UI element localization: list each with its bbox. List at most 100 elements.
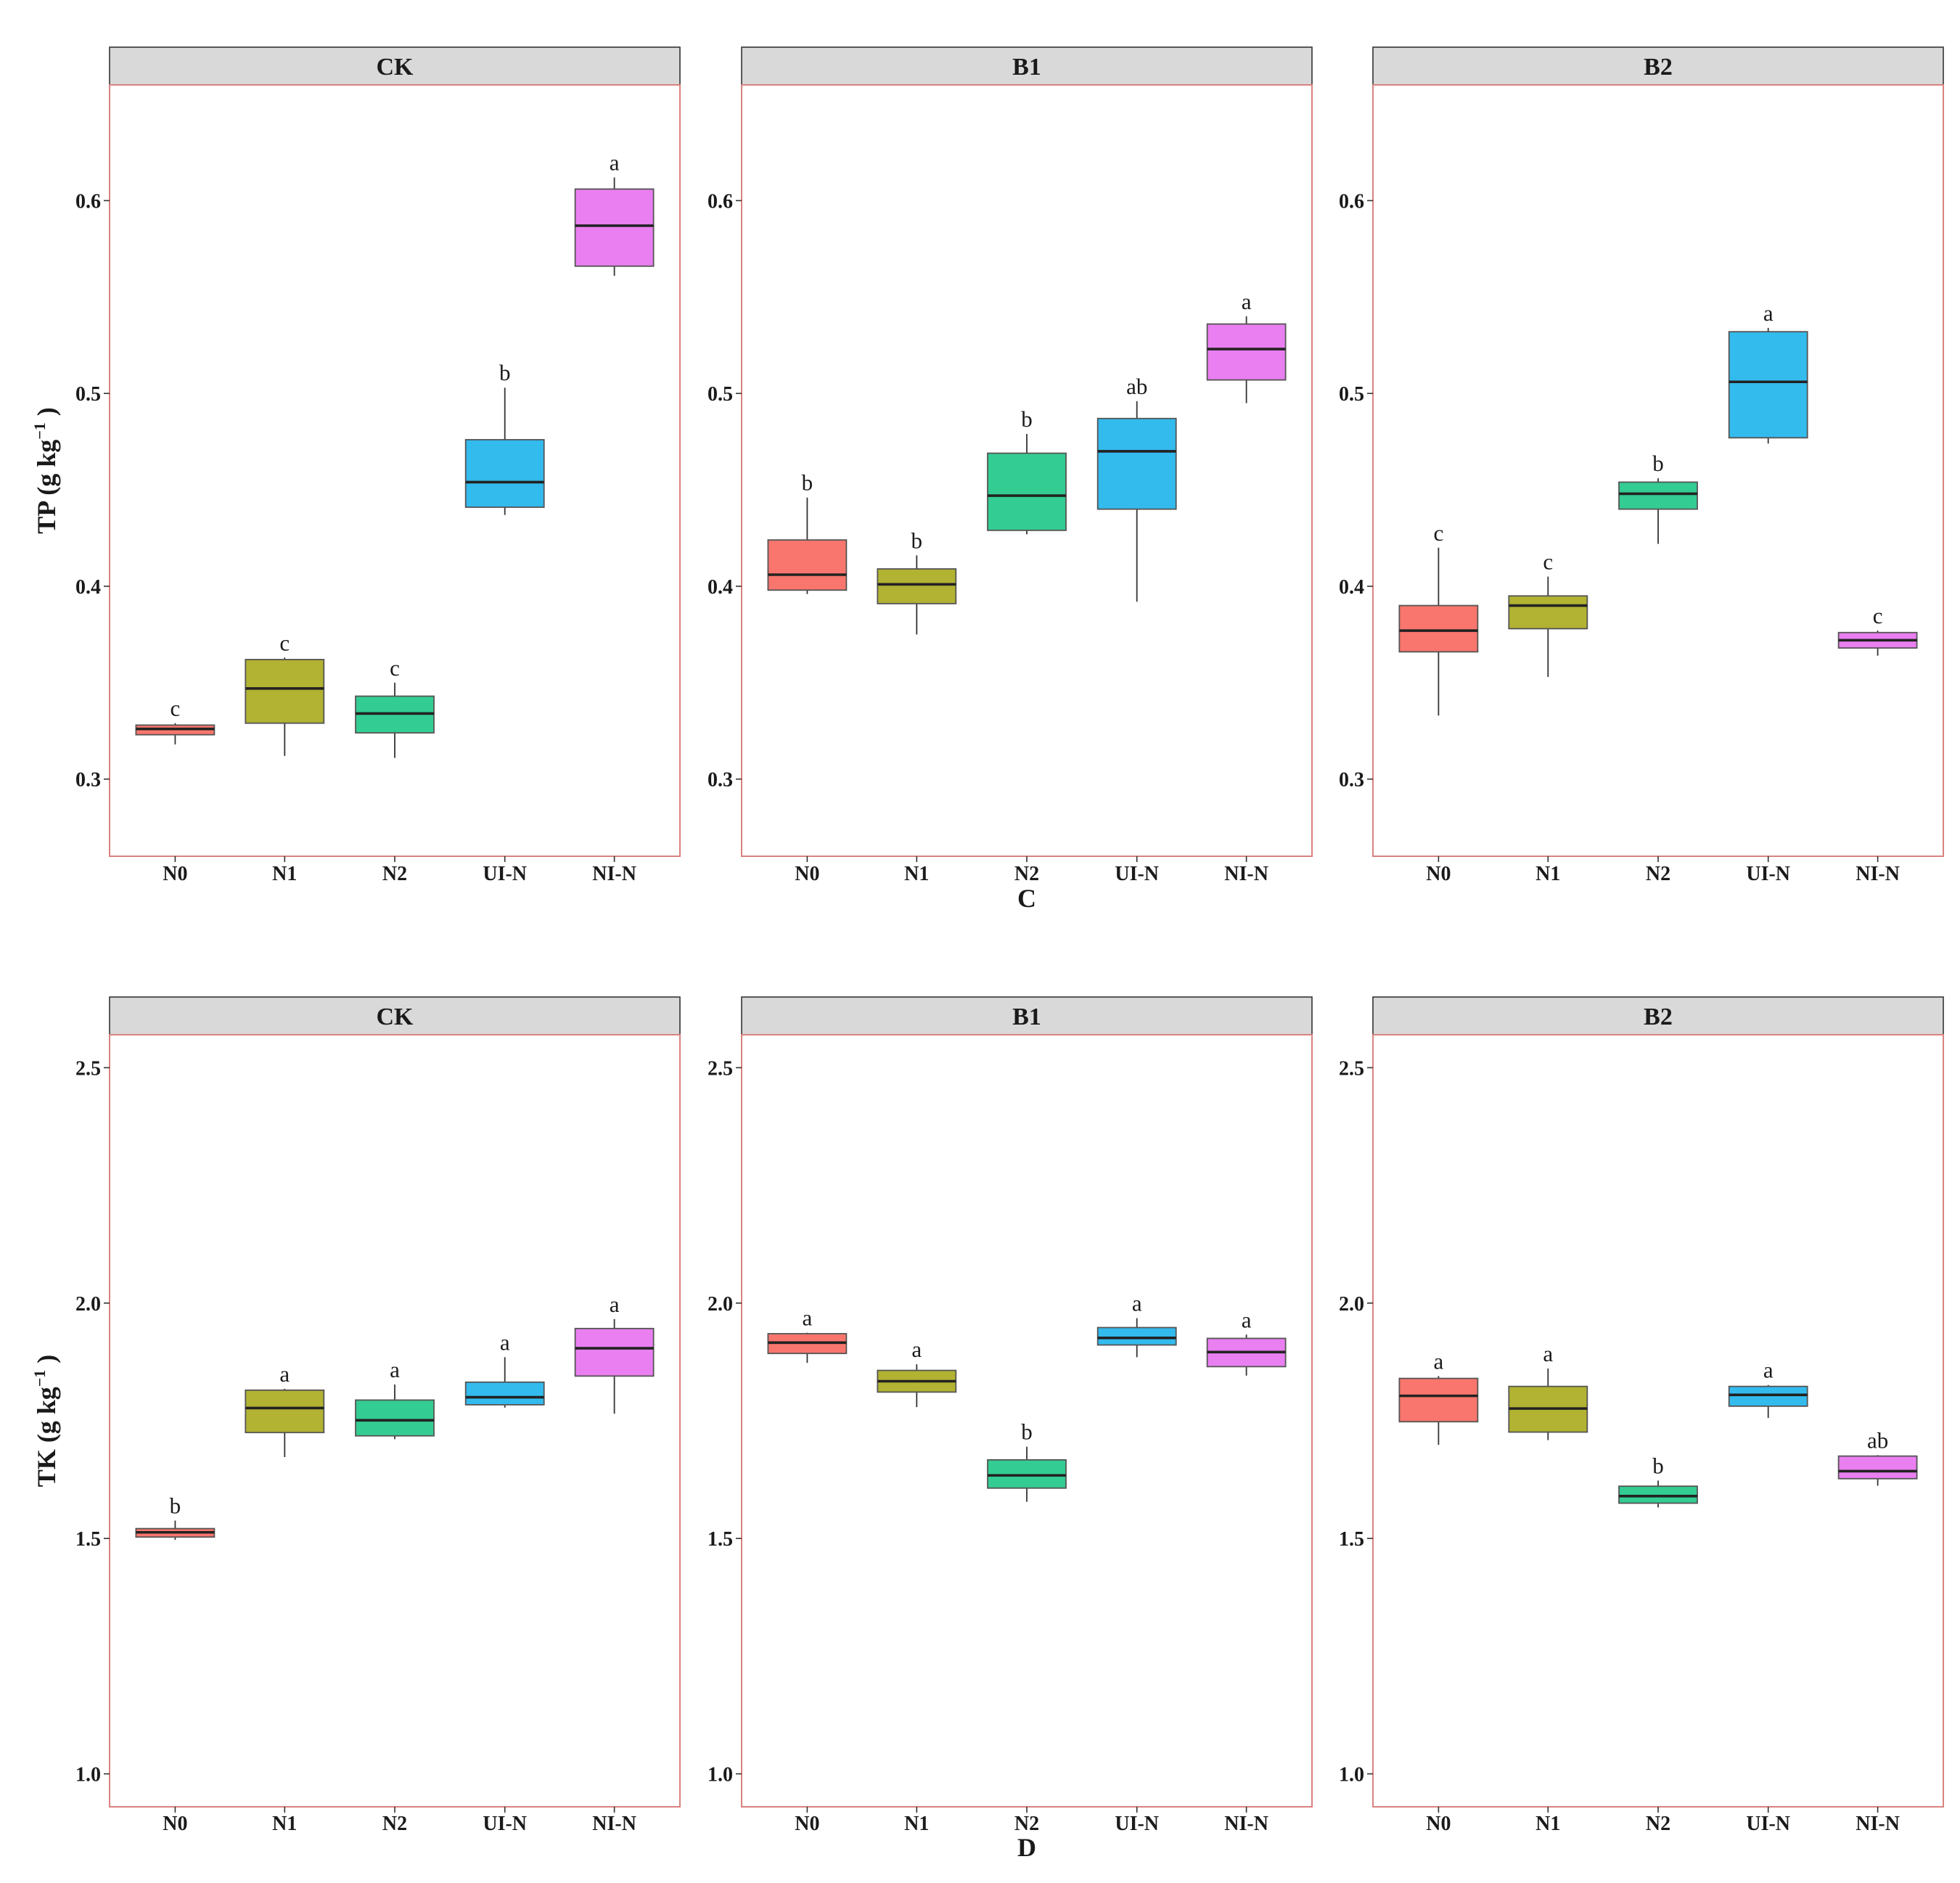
x-tick-label: N1 [1535,863,1560,885]
significance-letter: a [610,150,620,176]
y-tick-label: 0.6 [708,190,733,213]
box [464,1381,545,1406]
facet-label: CK [377,54,414,81]
y-axis-title: TK (g kg−1 ) [30,1355,61,1488]
significance-letter: a [279,1361,290,1387]
x-tick-label: N2 [1646,863,1670,885]
significance-letter: c [1543,549,1553,575]
y-tick-label: 1.5 [1339,1528,1364,1551]
significance-letter: b [1021,1419,1033,1445]
facet-label: B1 [1012,54,1041,81]
y-tick-label: 2.0 [708,1293,733,1316]
significance-letter: a [1242,289,1252,314]
y-tick-label: 0.4 [1339,576,1364,599]
y-tick-label: 1.0 [1339,1764,1364,1786]
x-tick-label: N0 [163,863,187,885]
x-tick-label: N2 [382,1813,407,1835]
x-tick-label: N2 [1014,863,1039,885]
x-tick-label: N0 [795,1813,819,1835]
significance-letter: b [802,470,813,496]
y-tick-label: 2.5 [708,1057,733,1080]
facet-strip [1372,996,1944,1035]
y-tick-label: 0.4 [708,576,733,599]
box [1398,1377,1479,1423]
y-tick-label: 0.3 [75,769,101,792]
x-tick-label: N1 [272,1813,297,1835]
y-tick-label: 0.6 [75,190,101,213]
significance-letter: ab [1126,374,1147,399]
x-tick-label: UI-N [1746,863,1790,885]
y-tick-label: 0.5 [1339,383,1364,406]
box [1096,417,1177,510]
significance-letter: a [1242,1307,1252,1332]
significance-letter: b [1652,451,1664,476]
facet-strip [1372,46,1944,86]
x-tick-label: N2 [382,863,407,885]
y-tick-label: 1.5 [708,1528,733,1551]
box [1728,331,1808,439]
facet-label: B1 [1012,1004,1041,1030]
y-tick-label: 2.0 [75,1293,101,1316]
box [464,439,545,508]
box [1398,604,1479,653]
x-tick-label: NI-N [1856,1813,1900,1835]
significance-letter: ab [1867,1427,1888,1453]
x-tick-label: NI-N [592,1813,636,1835]
facet-label: B2 [1644,1004,1673,1030]
significance-letter: a [390,1357,400,1382]
box [1618,1485,1698,1504]
significance-letter: a [1543,1341,1553,1366]
y-tick-label: 2.5 [1339,1057,1364,1080]
y-tick-label: 1.5 [75,1528,101,1551]
x-tick-label: N1 [904,1813,929,1835]
x-tick-label: UI-N [1115,1813,1159,1835]
significance-letter: b [1652,1453,1664,1478]
facet-strip [741,996,1313,1035]
x-tick-label: NI-N [1856,863,1900,885]
y-tick-label: 0.5 [708,383,733,406]
x-tick-label: UI-N [1746,1813,1790,1835]
significance-letter: a [1763,300,1774,326]
x-tick-label: UI-N [483,1813,527,1835]
y-tick-label: 2.5 [75,1057,101,1080]
box [355,1399,435,1437]
facet-strip [741,46,1313,86]
box [574,188,655,267]
x-tick-label: UI-N [483,863,527,885]
x-tick-label: NI-N [1224,1813,1268,1835]
x-tick-label: N2 [1014,1813,1039,1835]
facet-strip [109,996,681,1035]
significance-letter: c [1434,520,1444,546]
box [1096,1326,1177,1346]
significance-letter: c [1873,603,1883,628]
significance-letter: a [610,1292,620,1317]
x-tick-label: UI-N [1115,863,1159,885]
facet-label: B2 [1644,54,1673,81]
significance-letter: c [171,696,181,721]
y-tick-label: 2.0 [1339,1293,1364,1316]
facet-label: CK [377,1004,414,1030]
x-tick-label: NI-N [1224,863,1268,885]
significance-letter: b [499,360,511,385]
significance-letter: a [500,1329,510,1355]
box [877,568,957,604]
significance-letter: b [1021,406,1033,432]
box [245,659,325,724]
x-tick-label: N2 [1646,1813,1670,1835]
box [1618,481,1698,510]
y-tick-label: 0.5 [75,383,101,406]
box [1837,1455,1918,1480]
box [987,452,1067,531]
box [987,1459,1067,1489]
significance-letter: c [390,655,400,681]
x-tick-label: N0 [1426,863,1451,885]
y-axis-title: TP (g kg−1 ) [30,407,61,534]
x-tick-label: N0 [163,1813,187,1835]
x-tick-label: N1 [904,863,929,885]
x-tick-label: NI-N [592,863,636,885]
x-axis-title: D [1017,1833,1036,1862]
y-tick-label: 0.3 [708,769,733,792]
box [767,539,848,591]
box [1728,1385,1808,1407]
y-tick-label: 0.3 [1339,769,1364,792]
